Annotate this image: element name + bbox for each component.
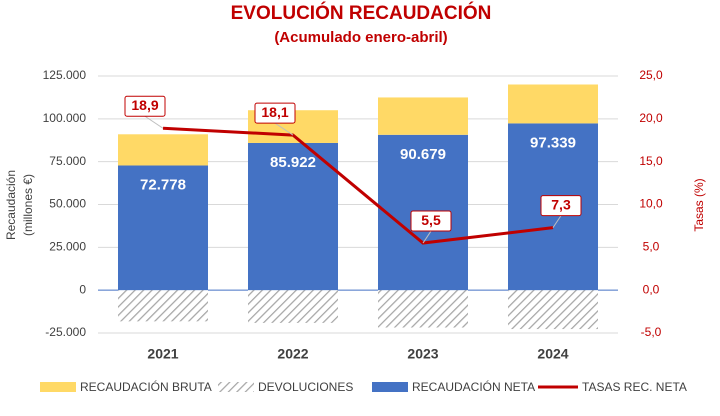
legend-label: RECAUDACIÓN NETA <box>412 379 535 394</box>
data-label: 90.679 <box>400 146 446 163</box>
data-label-box <box>410 210 452 232</box>
data-label-box <box>540 195 582 217</box>
y-tick-label: 75.000 <box>49 154 86 168</box>
line <box>162 126 554 245</box>
y2-tick-label: -5,0 <box>641 325 662 339</box>
y-tick-label: 125.000 <box>43 68 87 82</box>
y2-tick-label: 10,0 <box>639 197 663 211</box>
data-label-box <box>254 102 296 124</box>
data-label: 18,9 <box>131 97 158 113</box>
y2-axis-title: Tasas (%) <box>692 178 706 231</box>
leader-line <box>274 122 294 136</box>
x-tick-label: 2022 <box>277 346 308 362</box>
bar-segment <box>378 97 468 135</box>
legend-swatch <box>40 382 76 392</box>
legend-swatch <box>218 382 254 392</box>
bar-segment <box>508 84 598 124</box>
leader-line <box>144 115 164 129</box>
x-tick-label: 2024 <box>537 346 568 362</box>
y-tick-label: 50.000 <box>49 197 86 211</box>
y-tick-label: 25.000 <box>49 240 86 254</box>
legend-label: RECAUDACIÓN BRUTA <box>80 379 212 394</box>
bar-segment <box>118 134 208 166</box>
bar-segment <box>248 290 338 323</box>
data-label: 7,3 <box>551 196 571 212</box>
y-axis-title: Recaudación (millones €) <box>4 170 35 240</box>
bar-segment <box>508 290 598 330</box>
legend-label: TASAS REC. NETA <box>582 380 687 394</box>
y2-tick-label: 5,0 <box>643 240 660 254</box>
leader-line <box>552 215 562 228</box>
y-axis-title-line: (millones €) <box>21 174 35 236</box>
data-label: 18,1 <box>261 104 288 120</box>
bar-segment <box>248 142 338 291</box>
leader-line <box>422 230 432 244</box>
data-label: 72.778 <box>140 176 186 193</box>
x-tick-label: 2023 <box>407 346 438 362</box>
data-label-box <box>124 95 166 117</box>
data-label: 5,5 <box>421 212 441 228</box>
legend-swatch <box>372 382 408 392</box>
data-label: 85.922 <box>270 154 316 171</box>
bar-segment <box>118 290 208 322</box>
y2-tick-label: 0,0 <box>643 282 660 296</box>
y-tick-label: 0 <box>79 282 86 296</box>
x-tick-label: 2021 <box>147 346 178 362</box>
data-label: 97.339 <box>530 134 576 151</box>
y-axis-title-line: Recaudación <box>4 170 18 240</box>
bar-segment <box>118 165 208 291</box>
y2-tick-label: 15,0 <box>639 154 663 168</box>
chart-title: EVOLUCIÓN RECAUDACIÓN <box>231 2 492 24</box>
y2-tick-label: 20,0 <box>639 111 663 125</box>
y-tick-label: -25.000 <box>45 325 86 339</box>
bar-segment <box>378 290 468 328</box>
y-tick-label: 100.000 <box>43 111 87 125</box>
legend-label: DEVOLUCIONES <box>258 380 353 394</box>
y2-tick-label: 25,0 <box>639 68 663 82</box>
chart-subtitle: (Acumulado enero-abril) <box>274 29 447 46</box>
